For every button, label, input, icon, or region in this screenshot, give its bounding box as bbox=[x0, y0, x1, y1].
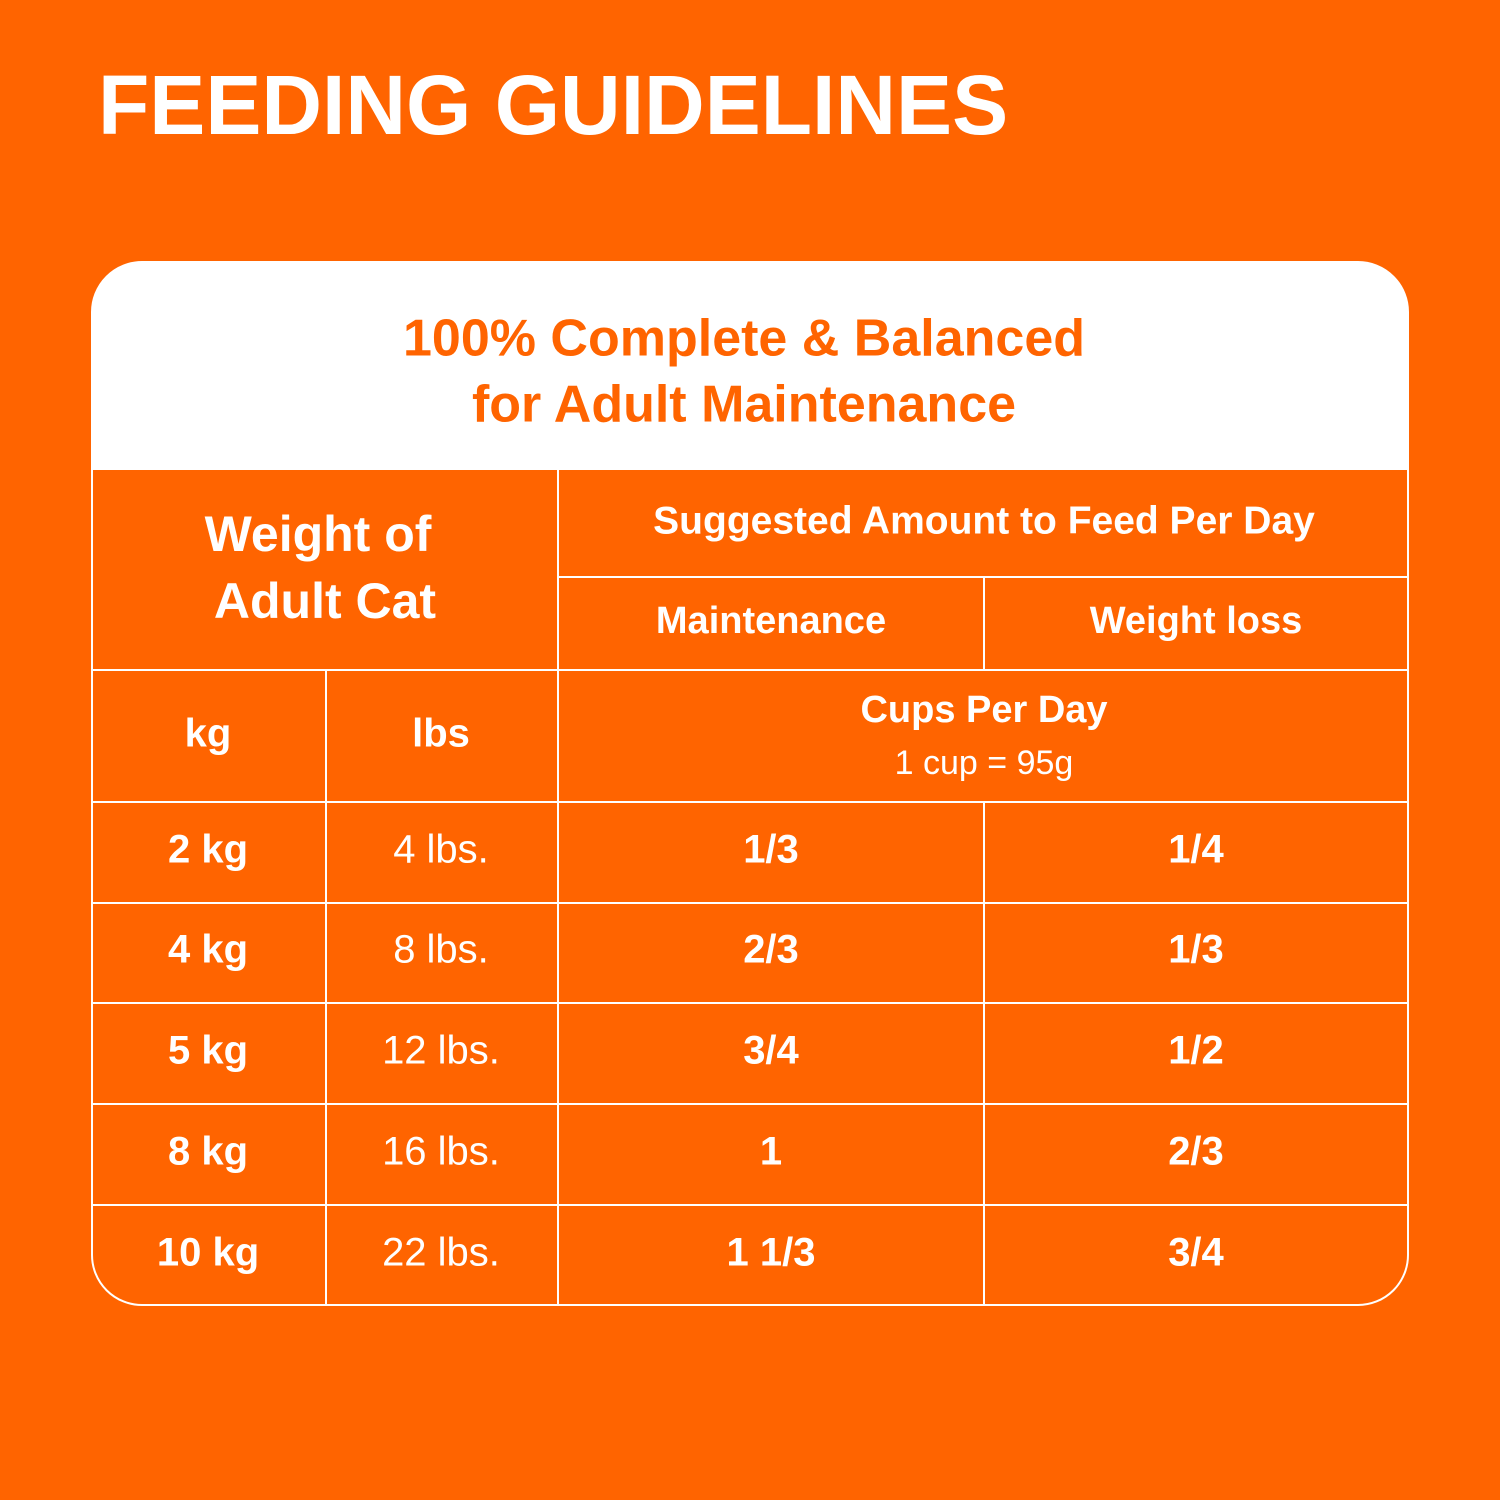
column-header: Maintenance bbox=[656, 600, 886, 642]
unit-note: 1 cup = 95g bbox=[895, 744, 1074, 782]
table-cell: 1/2 bbox=[1168, 1029, 1224, 1073]
table-cell: 4 kg bbox=[168, 928, 248, 972]
table-cell: 4 lbs. bbox=[393, 828, 489, 872]
table-cell: 1 bbox=[760, 1130, 782, 1174]
table-cell: 1/4 bbox=[1168, 828, 1224, 872]
column-header: kg bbox=[185, 712, 232, 756]
table-cell: 8 kg bbox=[168, 1130, 248, 1174]
card-header bbox=[92, 262, 1408, 470]
table-cell: 1 1/3 bbox=[727, 1231, 816, 1275]
subtitle: for Adult Maintenance bbox=[472, 376, 1016, 434]
table-cell: 16 lbs. bbox=[382, 1130, 500, 1174]
column-header: Weight of bbox=[205, 506, 432, 562]
table-cell: 1/3 bbox=[743, 828, 799, 872]
table-cell: 1/3 bbox=[1168, 928, 1224, 972]
subtitle: 100% Complete & Balanced bbox=[403, 310, 1085, 368]
table-cell: 22 lbs. bbox=[382, 1231, 500, 1275]
column-header: Adult Cat bbox=[214, 573, 437, 629]
table-body: 2 kg 4 lbs. 1/3 1/4 4 kg 8 lbs. 2/3 1/3 5 kg 12 l… bbox=[157, 828, 1225, 1275]
column-header: Weight loss bbox=[1090, 600, 1303, 642]
page-title: FEEDING GUIDELINES bbox=[98, 58, 1008, 152]
table-cell: 5 kg bbox=[168, 1029, 248, 1073]
table-cell: 2 kg bbox=[168, 828, 248, 872]
table-cell: 2/3 bbox=[1168, 1130, 1224, 1174]
table-cell: 3/4 bbox=[743, 1029, 799, 1073]
card-border bbox=[91, 261, 1409, 1306]
table-cell: 8 lbs. bbox=[393, 928, 489, 972]
table-cell: 3/4 bbox=[1168, 1231, 1224, 1275]
table-cell: 10 kg bbox=[157, 1231, 259, 1275]
grid bbox=[92, 470, 1408, 1305]
column-header: Suggested Amount to Feed Per Day bbox=[653, 499, 1315, 542]
table-cell: 12 lbs. bbox=[382, 1029, 500, 1073]
table-cell: 2/3 bbox=[743, 928, 799, 972]
column-header: lbs bbox=[412, 712, 470, 756]
column-header: Cups Per Day bbox=[860, 689, 1107, 731]
